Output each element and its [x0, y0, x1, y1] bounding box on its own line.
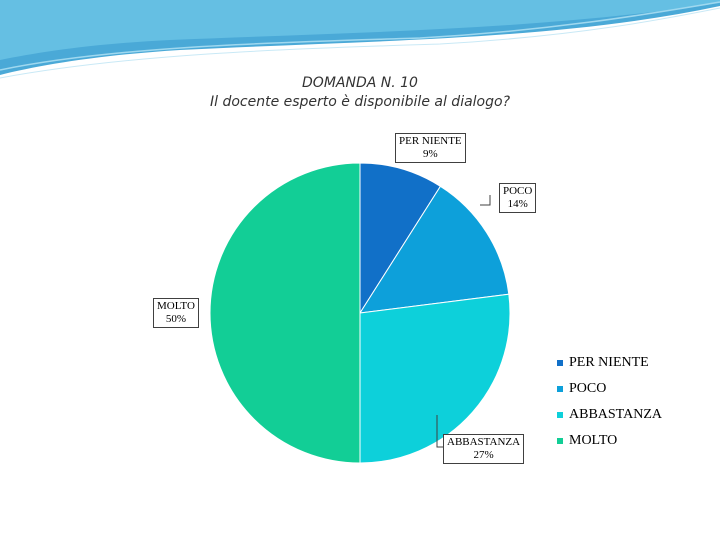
pie-slice-poco	[359, 185, 510, 314]
legend-swatch-molto	[557, 438, 563, 444]
legend-item-poco: POCO	[557, 376, 662, 402]
header-decoration	[0, 0, 720, 79]
legend-swatch-abbastanza	[557, 412, 563, 418]
legend-item-per-niente: PER NIENTE	[557, 350, 662, 376]
legend-label-per-niente: PER NIENTE	[569, 355, 649, 370]
data-label-molto: MOLTO 50%	[153, 298, 199, 328]
pie-slice-abbastanza	[359, 293, 511, 464]
legend-item-abbastanza: ABBASTANZA	[557, 402, 662, 428]
data-label-abbastanza-value: 27%	[473, 449, 494, 461]
data-label-per-niente-name: PER NIENTE	[399, 135, 462, 147]
data-label-molto-value: 50%	[165, 313, 187, 325]
legend-swatch-poco	[557, 386, 563, 392]
leader-line-abbastanza	[436, 415, 443, 448]
data-label-abbastanza-name: ABBASTANZA	[447, 436, 521, 448]
chart-legend: PER NIENTE POCO ABBASTANZA MOLTO	[557, 350, 662, 454]
leader-line-poco	[480, 195, 491, 206]
legend-item-molto: MOLTO	[557, 428, 662, 454]
pie-slice-molto	[209, 162, 361, 464]
data-label-abbastanza: ABBASTANZA 27%	[443, 434, 525, 464]
data-label-per-niente: PER NIENTE 9%	[395, 133, 466, 163]
data-label-molto-name: MOLTO	[157, 300, 195, 312]
pie-slice-per-niente	[359, 162, 442, 315]
legend-label-abbastanza: ABBASTANZA	[569, 407, 662, 422]
data-label-poco-name: POCO	[503, 185, 533, 197]
data-label-poco: POCO 14%	[499, 183, 537, 213]
chart-title-line2: Il docente esperto è disponibile al dial…	[209, 94, 510, 110]
legend-label-molto: MOLTO	[569, 433, 618, 448]
chart-title-line1: DOMANDA N. 10	[302, 75, 418, 91]
data-label-per-niente-value: 9%	[422, 148, 438, 160]
legend-label-poco: POCO	[569, 381, 607, 396]
legend-swatch-per-niente	[557, 360, 563, 366]
data-label-poco-value: 14%	[507, 198, 528, 210]
